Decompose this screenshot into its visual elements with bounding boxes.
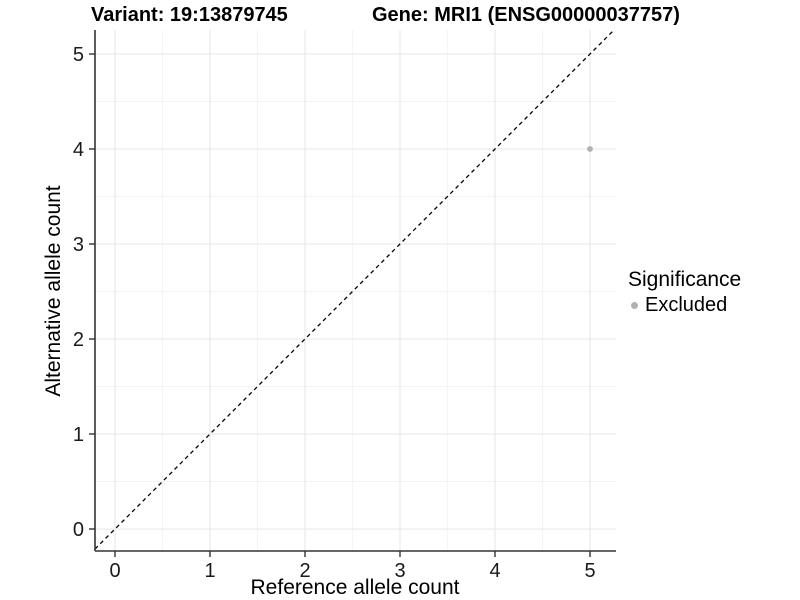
y-tick-label: 3 bbox=[73, 234, 84, 256]
x-tick-label: 5 bbox=[584, 560, 595, 582]
identity-dashed-line bbox=[94, 29, 615, 550]
y-axis-title: Alternative allele count bbox=[42, 185, 65, 397]
legend-item-excluded: Excluded bbox=[628, 293, 798, 317]
y-tick-label: 1 bbox=[73, 424, 84, 446]
legend-title: Significance bbox=[628, 268, 742, 291]
x-tick-label: 2 bbox=[299, 560, 310, 582]
legend-point-icon bbox=[631, 301, 638, 309]
x-tick-label: 3 bbox=[394, 560, 405, 582]
x-tick-label: 0 bbox=[109, 560, 120, 582]
x-tick-label: 1 bbox=[204, 560, 215, 582]
x-tick-label: 4 bbox=[489, 560, 500, 582]
y-tick-label: 0 bbox=[73, 519, 84, 541]
legend-item-label: Excluded bbox=[645, 294, 728, 316]
y-tick-label: 4 bbox=[73, 139, 84, 161]
y-tick-label: 5 bbox=[73, 44, 84, 66]
data-point bbox=[587, 146, 593, 152]
y-tick-label: 2 bbox=[73, 329, 84, 351]
x-axis-title: Reference allele count bbox=[250, 576, 460, 599]
legend: Significance Excluded bbox=[628, 268, 798, 317]
plot-title-variant: Variant: 19:13879745 bbox=[91, 4, 288, 26]
plot-title-gene: Gene: MRI1 (ENSG00000037757) bbox=[372, 4, 680, 26]
